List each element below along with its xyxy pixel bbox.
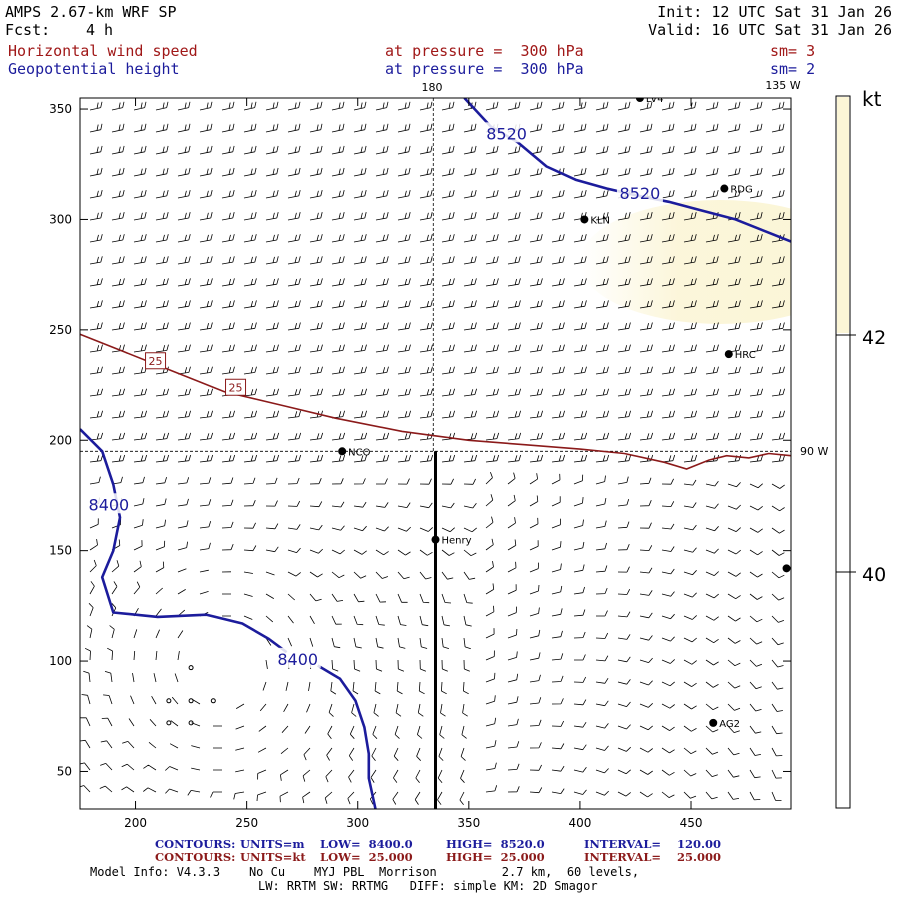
wind-speed-shading	[580, 200, 791, 324]
colorbar-label-40: 40	[862, 564, 886, 586]
station-ag2[interactable]: AG2	[709, 718, 740, 730]
map-frame	[79, 97, 792, 810]
meridian-135w-label: 135 W	[765, 79, 800, 92]
model-title: AMPS 2.67-km WRF SP	[5, 3, 177, 21]
station-label: AG2	[719, 719, 740, 730]
contours-speed-interval: INTERVAL= 25.000	[584, 850, 722, 864]
model-info-line2: LW: RRTM SW: RRTMG DIFF: simple KM: 2D S…	[258, 879, 598, 893]
y-tick-label: 150	[49, 544, 72, 558]
contours-speed-high: HIGH= 25.000	[446, 850, 545, 864]
y-tick-label: 350	[49, 102, 72, 116]
contours-height-label: CONTOURS:	[155, 837, 236, 851]
wind-barbs	[80, 101, 786, 805]
wind-speed-contour	[80, 333, 791, 470]
field1-level: at pressure = 300 hPa	[385, 42, 584, 60]
x-tick-label: 250	[235, 816, 258, 830]
station-henry[interactable]: Henry	[431, 535, 472, 547]
colorbar-label-42: 42	[862, 327, 886, 349]
meridian-180-label: 180	[422, 81, 443, 94]
field1-name: Horizontal wind speed	[8, 42, 198, 60]
station-unnamed[interactable]	[782, 564, 791, 573]
height-contour-label: 8400	[89, 495, 130, 514]
svg-text:25: 25	[149, 355, 163, 368]
height-contour-label: 8520	[620, 184, 661, 203]
contours-height-high: HIGH= 8520.0	[446, 837, 545, 851]
y-tick-label: 50	[57, 764, 72, 778]
contours-height-low: LOW= 8400.0	[320, 837, 413, 851]
station-nco[interactable]: NCO	[338, 447, 371, 458]
station-kln[interactable]: KLN	[580, 215, 610, 226]
colorbar-fill	[837, 97, 849, 333]
colorbar-unit: kt	[862, 87, 882, 111]
contours-height-units: UNITS=m	[240, 837, 305, 851]
station-lv4[interactable]: LV4	[635, 94, 664, 105]
field2-level: at pressure = 300 hPa	[385, 60, 584, 78]
field2-name: Geopotential height	[8, 60, 180, 78]
x-tick-label: 400	[568, 816, 591, 830]
contours-speed-units: UNITS=kt	[240, 850, 306, 864]
contours-height-interval: INTERVAL= 120.00	[584, 837, 722, 851]
height-contour-label: 8520	[486, 124, 527, 143]
forecast-label: Fcst:	[5, 21, 51, 39]
model-info-line1: Model Info: V4.3.3 No Cu MYJ PBL Morriso…	[90, 865, 640, 879]
meridian-90w-label: 90 W	[800, 445, 828, 458]
y-tick-label: 200	[49, 433, 72, 447]
y-tick-label: 250	[49, 323, 72, 337]
station-rdg[interactable]: RDG	[720, 184, 753, 196]
contours-speed-low: LOW= 25.000	[320, 850, 413, 864]
field2-smoothing: sm= 2	[770, 60, 816, 78]
init-time: Init: 12 UTC Sat 31 Jan 26	[657, 3, 892, 21]
height-contour-label: 8400	[277, 650, 318, 669]
map-overlay: 25 25 8520 8520 8400 8400 LV4 RDG KLN HRC NCO Henry…	[80, 94, 791, 809]
field1-smoothing: sm= 3	[770, 42, 816, 60]
x-tick-label: 350	[457, 816, 480, 830]
contours-speed-label: CONTOURS:	[155, 850, 236, 864]
station-label: Henry	[442, 536, 472, 547]
calm-wind-marker	[210, 698, 216, 704]
height-contour-1	[80, 428, 288, 654]
station-label: LV4	[646, 94, 664, 105]
speed-contour-label: 25	[225, 378, 247, 396]
valid-time: Valid: 16 UTC Sat 31 Jan 26	[648, 21, 892, 39]
x-tick-label: 300	[346, 816, 369, 830]
station-label: RDG	[730, 185, 752, 196]
station-label: KLN	[590, 215, 610, 226]
x-tick-label: 200	[124, 816, 147, 830]
speed-contour-label: 25	[145, 352, 167, 370]
height-contour-2	[317, 664, 377, 809]
calm-wind-marker	[166, 698, 172, 704]
calm-wind-marker	[166, 720, 172, 726]
station-label: NCO	[348, 447, 370, 458]
y-tick-label: 100	[49, 654, 72, 668]
calm-wind-marker	[188, 665, 194, 671]
svg-text:25: 25	[229, 381, 243, 394]
axis-ticks: 200 250 300 350 400 450 50 100 150 200 250 300 350	[49, 98, 791, 830]
y-tick-label: 300	[49, 212, 72, 226]
x-tick-label: 450	[680, 816, 703, 830]
station-label: HRC	[735, 350, 756, 361]
calm-wind-marker	[188, 698, 194, 704]
forecast-hour: 4 h	[86, 21, 114, 39]
station-hrc[interactable]: HRC	[724, 350, 756, 361]
calm-wind-marker	[188, 720, 194, 726]
